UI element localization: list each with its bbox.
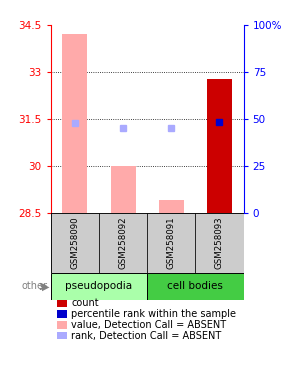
Text: value, Detection Call = ABSENT: value, Detection Call = ABSENT	[71, 320, 226, 330]
Text: GSM258090: GSM258090	[70, 217, 79, 269]
Text: ▶: ▶	[42, 281, 49, 291]
Text: other: other	[22, 281, 48, 291]
Text: pseudopodia: pseudopodia	[66, 281, 133, 291]
Text: cell bodies: cell bodies	[167, 281, 223, 291]
Text: GSM258093: GSM258093	[215, 217, 224, 269]
Bar	[51, 213, 99, 273]
Text: GSM258091: GSM258091	[167, 217, 176, 269]
Text: percentile rank within the sample: percentile rank within the sample	[71, 309, 236, 319]
Text: count: count	[71, 298, 99, 308]
Bar	[110, 166, 136, 213]
Bar	[62, 34, 87, 213]
Bar	[99, 213, 147, 273]
Bar	[147, 213, 195, 273]
Bar	[147, 273, 244, 300]
Bar	[51, 273, 147, 300]
Text: rank, Detection Call = ABSENT: rank, Detection Call = ABSENT	[71, 331, 221, 341]
Bar	[159, 200, 184, 213]
Text: GSM258092: GSM258092	[119, 217, 128, 269]
Bar	[207, 79, 232, 213]
Bar	[195, 213, 244, 273]
